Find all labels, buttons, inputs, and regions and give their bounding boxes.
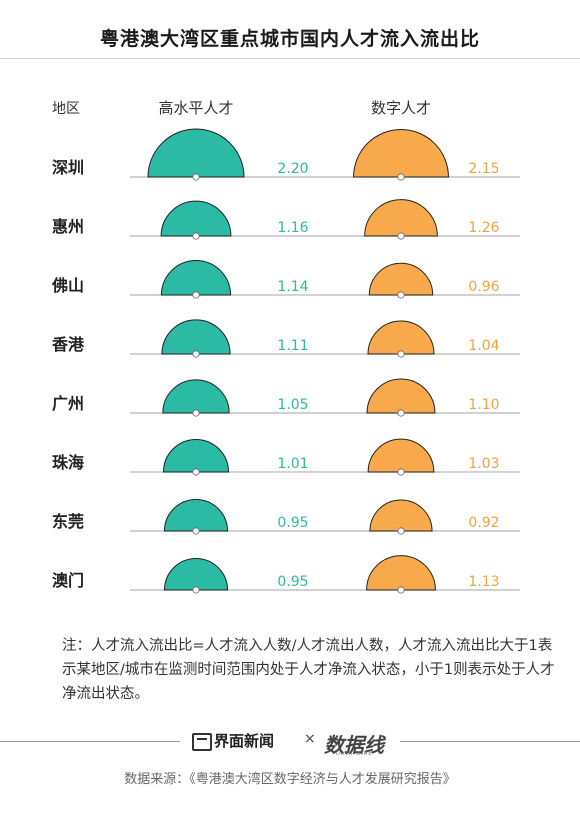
bar-high-level-talent xyxy=(160,260,232,296)
brand-name: 界面新闻 xyxy=(214,732,275,750)
data-label: 1.13 xyxy=(468,574,499,590)
data-label: 2.20 xyxy=(277,161,308,177)
bar-high-level-talent xyxy=(147,128,245,178)
data-label: 1.03 xyxy=(468,456,499,472)
bar-digital-talent xyxy=(367,320,435,355)
datawire-logo-sub: DATA WIRE xyxy=(336,751,373,757)
category-label: 珠海 xyxy=(52,453,84,472)
legend-high-level-talent: 高水平人才 xyxy=(158,99,233,117)
data-label: 1.01 xyxy=(277,456,308,472)
bar-digital-talent xyxy=(353,129,449,178)
category-label: 澳门 xyxy=(52,571,84,590)
category-label: 香港 xyxy=(51,335,85,354)
datawire-logo: 数据线 xyxy=(324,733,384,757)
data-label: 0.95 xyxy=(277,574,308,590)
center-dot xyxy=(397,409,405,417)
jiemian-logo-icon xyxy=(192,733,212,751)
bar-digital-talent xyxy=(364,199,438,237)
data-label: 0.95 xyxy=(277,515,308,531)
data-label: 1.11 xyxy=(277,338,308,354)
category-label: 东莞 xyxy=(52,512,84,531)
bar-high-level-talent xyxy=(160,200,232,237)
title-divider xyxy=(0,58,580,59)
footnote: 注：人才流入流出比=人才流入人数/人才流出人数，人才流入流出比大于1表示某地区/… xyxy=(62,638,555,702)
center-dot xyxy=(192,232,200,240)
footer-divider-right xyxy=(400,741,580,742)
bar-high-level-talent xyxy=(161,319,231,355)
center-dot xyxy=(192,409,200,417)
brand-block: 界面新闻 × 数据线 DATA WIRE xyxy=(186,729,396,757)
center-dot xyxy=(192,291,200,299)
data-label: 1.04 xyxy=(468,338,499,354)
header-region: 地区 xyxy=(52,101,80,117)
center-dot xyxy=(397,232,405,240)
center-dot xyxy=(397,586,405,594)
center-dot xyxy=(397,527,405,535)
center-dot xyxy=(397,350,405,358)
half-circle-chart: 地区 高水平人才 数字人才 深圳 2.20 2.15 惠州 1.16 1.26 佛山 1.14… xyxy=(51,99,520,594)
bar-digital-talent xyxy=(366,555,436,591)
center-dot xyxy=(192,173,200,181)
data-label: 1.16 xyxy=(277,220,308,236)
bar-digital-talent xyxy=(366,378,436,414)
data-label: 1.05 xyxy=(277,397,308,413)
data-label: 0.92 xyxy=(468,515,499,531)
category-label: 惠州 xyxy=(52,217,84,236)
center-dot xyxy=(397,468,405,476)
center-dot xyxy=(397,291,405,299)
data-source: 数据来源：《粤港澳大湾区数字经济与人才发展研究报告》 xyxy=(124,772,456,787)
brand-separator: × xyxy=(304,731,316,747)
data-label: 1.10 xyxy=(468,397,499,413)
data-label: 1.26 xyxy=(468,220,499,236)
bar-digital-talent xyxy=(368,262,434,296)
data-label: 0.96 xyxy=(468,279,499,295)
bar-digital-talent xyxy=(369,499,433,532)
center-dot xyxy=(192,586,200,594)
category-label: 深圳 xyxy=(52,158,84,177)
bar-high-level-talent xyxy=(163,558,229,591)
center-dot xyxy=(192,527,200,535)
category-label: 广州 xyxy=(52,394,84,413)
center-dot xyxy=(192,350,200,358)
data-label: 1.14 xyxy=(277,279,308,295)
bar-high-level-talent xyxy=(163,499,229,532)
bar-high-level-talent xyxy=(162,438,230,473)
category-label: 佛山 xyxy=(51,276,84,295)
legend-digital-talent: 数字人才 xyxy=(371,99,431,117)
chart-title: 粤港澳大湾区重点城市国内人才流入流出比 xyxy=(99,28,480,50)
bar-high-level-talent xyxy=(162,379,230,414)
center-dot xyxy=(397,173,405,181)
footer-divider-left xyxy=(0,741,180,742)
center-dot xyxy=(192,468,200,476)
bar-digital-talent xyxy=(367,438,435,473)
data-label: 2.15 xyxy=(468,161,499,177)
